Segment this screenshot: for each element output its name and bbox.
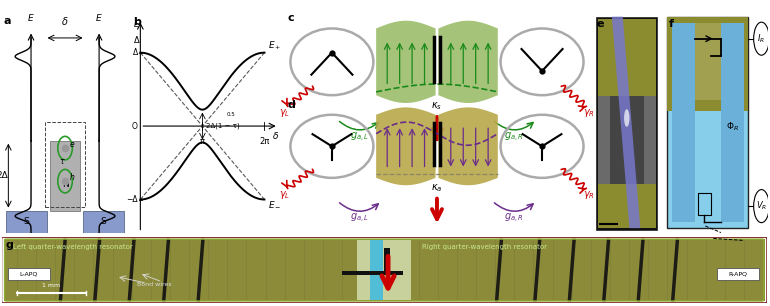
Text: O: O [132, 121, 138, 131]
Text: $g_{a,R}$: $g_{a,R}$ [504, 212, 524, 225]
Polygon shape [83, 211, 124, 233]
Text: S: S [24, 217, 29, 226]
Text: Δ: Δ [134, 36, 139, 46]
Text: g: g [5, 241, 13, 250]
Polygon shape [376, 21, 436, 103]
Bar [721, 23, 744, 222]
Text: $\gamma_L$: $\gamma_L$ [280, 107, 290, 119]
Bar [667, 17, 748, 228]
Text: 0.5: 0.5 [226, 112, 236, 117]
Polygon shape [438, 107, 497, 185]
Text: π: π [200, 137, 205, 146]
Bar [50, 141, 80, 211]
Text: $E_+$: $E_+$ [268, 40, 281, 52]
Text: $\gamma_R$: $\gamma_R$ [583, 189, 595, 201]
Text: $g_{a,L}$: $g_{a,L}$ [350, 212, 369, 225]
Text: e: e [70, 140, 75, 149]
Text: 2π: 2π [259, 137, 270, 146]
Text: δ: δ [273, 132, 279, 141]
Text: Bond wires: Bond wires [137, 282, 172, 288]
Bar [357, 240, 411, 300]
Text: $\gamma_L$: $\gamma_L$ [280, 189, 290, 201]
Bar [698, 193, 711, 215]
Text: e: e [596, 19, 604, 29]
Bar [357, 241, 411, 300]
Polygon shape [612, 17, 641, 228]
Bar [610, 96, 644, 184]
Text: $g_{a,L}$: $g_{a,L}$ [350, 131, 369, 144]
Circle shape [624, 109, 630, 127]
Text: 1 mm: 1 mm [42, 283, 60, 288]
Polygon shape [6, 211, 47, 233]
Bar [384, 248, 390, 271]
Text: $\gamma_R$: $\gamma_R$ [583, 107, 595, 119]
Text: Left quarter-wavelength resonator: Left quarter-wavelength resonator [13, 244, 132, 250]
Text: a: a [4, 16, 12, 26]
Text: N: N [62, 180, 69, 189]
Text: $I_R$: $I_R$ [758, 32, 765, 45]
Bar [598, 96, 656, 184]
Bar [717, 268, 759, 280]
Text: h: h [70, 173, 75, 182]
Text: $\Phi_R$: $\Phi_R$ [726, 121, 739, 133]
Text: d: d [288, 100, 296, 110]
Text: c: c [288, 13, 294, 23]
Bar [695, 23, 721, 100]
Text: Right quarter-wavelength resonator: Right quarter-wavelength resonator [423, 244, 547, 250]
Text: τ: τ [59, 157, 64, 166]
Bar [667, 17, 748, 111]
Circle shape [754, 190, 769, 223]
Text: b: b [133, 17, 142, 27]
Text: L-APQ: L-APQ [19, 271, 38, 277]
Circle shape [754, 22, 769, 55]
Polygon shape [438, 21, 497, 103]
Text: δ: δ [62, 17, 68, 27]
Bar [672, 23, 695, 222]
Bar [342, 271, 403, 275]
Bar [598, 184, 656, 228]
Bar [370, 240, 383, 300]
Text: 2Δ: 2Δ [0, 171, 8, 180]
Text: 2Δ(1 − τ): 2Δ(1 − τ) [206, 123, 239, 129]
Bar [598, 19, 656, 96]
Text: Δ: Δ [132, 48, 138, 57]
Text: S: S [101, 217, 106, 226]
Polygon shape [376, 107, 436, 185]
Text: $\kappa_s$: $\kappa_s$ [431, 101, 443, 112]
Text: $V_R$: $V_R$ [756, 200, 767, 212]
Text: R-APQ: R-APQ [728, 271, 748, 277]
Text: $E_-$: $E_-$ [268, 199, 281, 209]
Text: $g_{a,R}$: $g_{a,R}$ [504, 131, 524, 144]
Text: E: E [96, 14, 102, 23]
Text: $\kappa_a$: $\kappa_a$ [431, 182, 443, 194]
Text: E: E [28, 14, 34, 23]
Text: f: f [669, 19, 674, 29]
Bar [8, 268, 50, 280]
Text: −Δ: −Δ [126, 195, 138, 204]
Text: E: E [134, 20, 139, 28]
